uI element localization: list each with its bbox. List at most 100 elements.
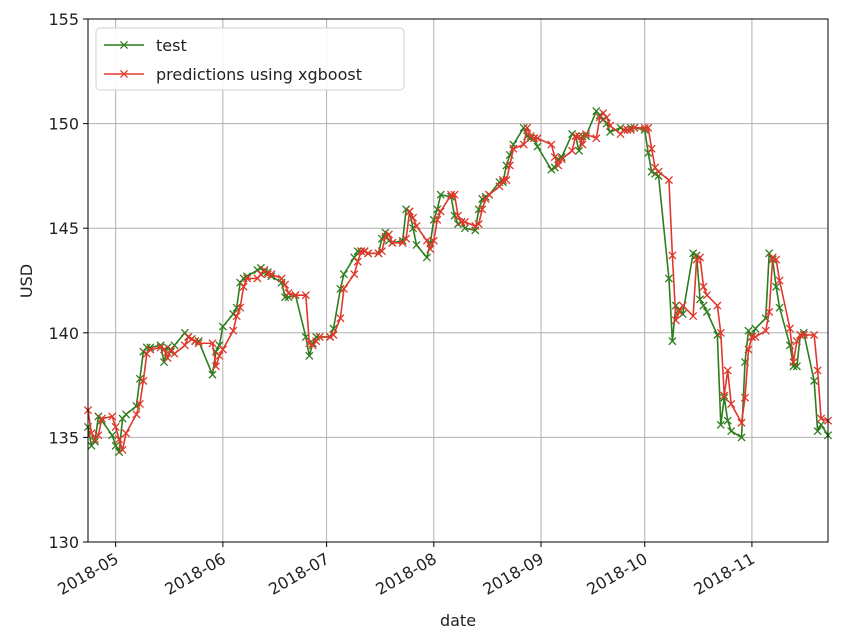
y-tick-label: 135 — [48, 428, 79, 447]
data-point-predictions — [436, 207, 445, 216]
data-point-predictions — [474, 219, 483, 229]
data-point-test — [412, 240, 421, 249]
y-tick-label: 150 — [48, 115, 79, 134]
data-point-test — [668, 337, 677, 346]
data-point-test — [526, 134, 535, 143]
data-point-predictions — [744, 345, 753, 354]
data-point-predictions — [813, 366, 822, 375]
data-point-test — [817, 420, 826, 429]
data-point-predictions — [429, 236, 438, 245]
data-point-predictions — [388, 238, 397, 247]
data-point-predictions — [550, 153, 559, 162]
data-point-test — [574, 146, 584, 155]
data-point-predictions — [799, 330, 808, 339]
data-point-test — [533, 142, 542, 151]
data-point-test — [737, 433, 746, 442]
legend-marker-icon — [119, 69, 129, 79]
data-point-predictions — [211, 362, 221, 371]
data-point-predictions — [654, 167, 663, 176]
data-point-test — [305, 351, 314, 360]
data-point-predictions — [675, 307, 684, 316]
data-point-predictions — [447, 190, 456, 199]
series-layer — [83, 106, 833, 457]
data-point-predictions — [478, 205, 487, 214]
data-point-predictions — [772, 255, 781, 264]
data-point-test — [810, 376, 819, 385]
data-point-test — [664, 274, 673, 283]
data-point-predictions — [671, 316, 680, 325]
legend-label: test — [156, 36, 187, 55]
data-point-predictions — [502, 176, 511, 185]
data-point-predictions — [215, 351, 224, 360]
data-point-predictions — [530, 134, 539, 143]
data-point-test — [121, 410, 131, 419]
data-point-predictions — [118, 445, 127, 455]
data-point-predictions — [329, 330, 338, 339]
data-point-predictions — [180, 341, 189, 350]
data-point-predictions — [498, 176, 508, 185]
data-point-test — [699, 301, 708, 310]
data-point-test — [208, 370, 217, 379]
legend-item-test: test — [104, 36, 187, 55]
data-point-test — [606, 127, 615, 137]
legend-box — [95, 27, 405, 91]
data-point-predictions — [433, 215, 442, 224]
data-point-predictions — [689, 312, 698, 321]
data-point-test — [557, 153, 566, 162]
data-point-predictions — [817, 414, 826, 423]
data-point-predictions — [232, 312, 241, 321]
data-point-predictions — [163, 353, 172, 362]
data-point-predictions — [775, 276, 784, 285]
data-point-predictions — [94, 431, 103, 440]
data-point-predictions — [792, 337, 801, 346]
data-point-predictions — [737, 418, 746, 427]
data-point-predictions — [135, 399, 144, 408]
data-point-predictions — [630, 123, 639, 132]
data-point-predictions — [339, 284, 348, 293]
data-point-predictions — [277, 274, 286, 283]
data-point-test — [702, 307, 712, 316]
legend-marker-icon — [119, 40, 129, 50]
data-point-predictions — [702, 291, 712, 300]
data-point-predictions — [523, 123, 532, 132]
data-point-predictions — [353, 257, 362, 266]
data-point-predictions — [402, 234, 411, 243]
data-point-predictions — [97, 414, 106, 423]
data-point-predictions — [457, 217, 466, 226]
data-point-predictions — [619, 125, 629, 134]
data-point-predictions — [412, 222, 421, 231]
data-point-predictions — [568, 146, 577, 155]
data-point-predictions — [678, 301, 687, 310]
grid-lines — [88, 18, 828, 543]
data-point-predictions — [716, 328, 725, 337]
data-point-predictions — [426, 245, 435, 254]
data-point-predictions — [111, 422, 120, 431]
data-point-test — [422, 253, 431, 262]
data-point-predictions — [602, 113, 611, 122]
data-point-predictions — [571, 132, 580, 141]
y-axis-title: USD — [17, 264, 36, 298]
data-point-predictions — [291, 291, 300, 300]
data-point-test — [727, 427, 736, 436]
data-point-predictions — [695, 253, 705, 262]
data-point-test — [813, 427, 822, 436]
data-point-predictions — [505, 161, 514, 170]
data-point-predictions — [350, 270, 359, 279]
data-point-predictions — [336, 314, 345, 323]
data-point-predictions — [810, 330, 819, 339]
data-point-predictions — [765, 307, 774, 316]
data-point-test — [108, 431, 117, 440]
series-predictions — [83, 109, 833, 455]
data-point-predictions — [218, 345, 227, 354]
data-point-predictions — [720, 391, 729, 400]
data-point-predictions — [796, 330, 805, 339]
y-axis: 130 135 140 145 150 155 — [48, 10, 88, 552]
data-point-predictions — [623, 125, 632, 134]
data-point-predictions — [668, 251, 677, 260]
data-point-predictions — [647, 144, 656, 153]
data-point-predictions — [740, 393, 750, 402]
data-point-predictions — [377, 247, 386, 256]
data-point-test — [460, 224, 469, 233]
